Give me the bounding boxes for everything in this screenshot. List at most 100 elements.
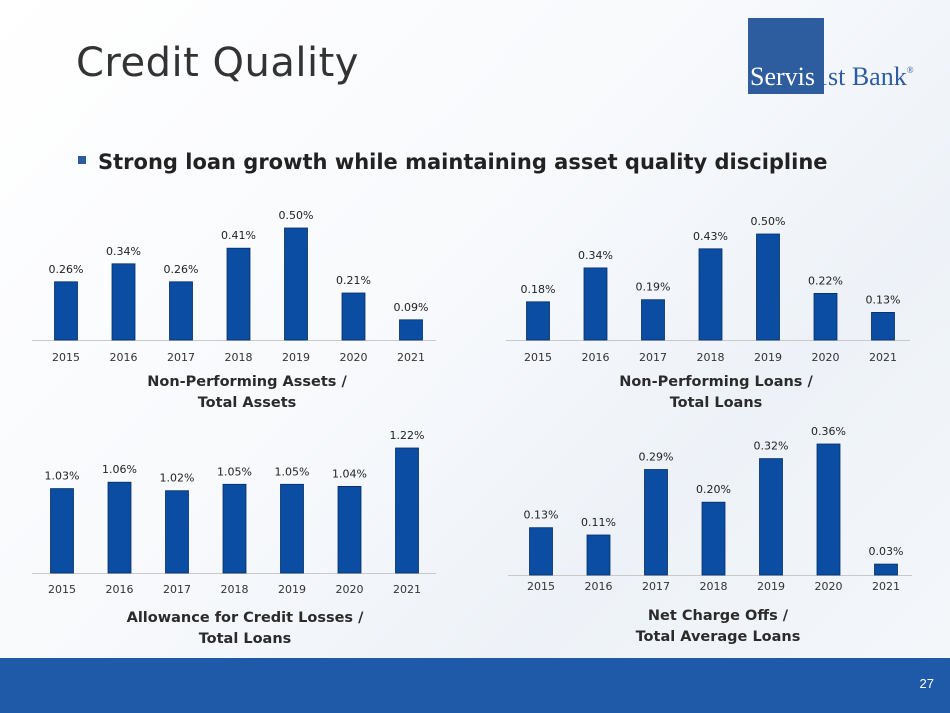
- x-tick-label: 2017: [639, 351, 667, 364]
- data-label: 0.20%: [696, 483, 731, 496]
- logo-text: Servis1st Bank®: [750, 64, 914, 90]
- data-label: 0.50%: [751, 215, 786, 228]
- bar: [813, 292, 838, 341]
- x-tick-label: 2020: [336, 583, 364, 596]
- data-label: 0.36%: [811, 425, 846, 438]
- x-tick-label: 2016: [106, 583, 134, 596]
- bar: [816, 443, 841, 576]
- data-label: 0.13%: [524, 509, 559, 522]
- chart-title: Total Loans: [199, 631, 292, 647]
- bar: [399, 319, 423, 341]
- x-tick-label: 2020: [340, 351, 368, 364]
- data-label: 1.04%: [332, 467, 367, 480]
- x-tick-label: 2018: [225, 351, 253, 364]
- bullet-square-icon: [78, 156, 86, 164]
- x-tick-label: 2019: [278, 583, 306, 596]
- x-tick-label: 2020: [815, 580, 843, 593]
- bar: [107, 481, 132, 574]
- chart-title: Non-Performing Assets /: [147, 374, 347, 390]
- logo-text-part2: 1st Bank: [815, 62, 907, 91]
- data-label: 1.06%: [102, 463, 137, 476]
- bar: [583, 267, 608, 341]
- data-label: 0.19%: [636, 281, 671, 294]
- chart-title: Total Loans: [670, 395, 763, 411]
- bar: [337, 485, 362, 574]
- bar: [529, 527, 553, 576]
- slide-title: Credit Quality: [76, 40, 359, 86]
- bullet-text: Strong loan growth while maintaining ass…: [98, 150, 828, 174]
- page-number: 27: [919, 676, 934, 691]
- bar: [756, 233, 780, 341]
- x-tick-label: 2021: [393, 583, 421, 596]
- data-label: 0.09%: [394, 301, 429, 314]
- bar: [165, 490, 189, 574]
- bar: [701, 501, 726, 576]
- logo-text-part1: Servis: [750, 62, 815, 91]
- data-label: 1.02%: [160, 472, 195, 485]
- x-tick-label: 2019: [754, 351, 782, 364]
- data-label: 1.03%: [45, 470, 80, 483]
- x-tick-label: 2018: [700, 580, 728, 593]
- x-tick-label: 2015: [524, 351, 552, 364]
- chart-title: Total Average Loans: [636, 629, 801, 645]
- bar: [169, 281, 193, 341]
- x-tick-label: 2020: [812, 351, 840, 364]
- x-tick-label: 2016: [110, 351, 138, 364]
- x-tick-label: 2015: [48, 583, 76, 596]
- data-label: 0.32%: [754, 440, 789, 453]
- data-label: 1.22%: [390, 429, 425, 442]
- x-tick-label: 2021: [869, 351, 897, 364]
- data-label: 0.22%: [808, 274, 843, 287]
- chart-title: Total Assets: [198, 395, 297, 411]
- bar: [284, 227, 308, 341]
- data-label: 1.05%: [217, 465, 252, 478]
- x-tick-label: 2017: [642, 580, 670, 593]
- x-tick-label: 2018: [221, 583, 249, 596]
- bar: [280, 483, 304, 574]
- bar: [759, 458, 783, 576]
- x-tick-label: 2017: [167, 351, 195, 364]
- data-label: 0.03%: [869, 545, 904, 558]
- footer-bar: 27: [0, 658, 950, 713]
- data-label: 0.11%: [581, 516, 616, 529]
- x-tick-label: 2018: [697, 351, 725, 364]
- data-label: 0.34%: [106, 245, 141, 258]
- x-tick-label: 2016: [582, 351, 610, 364]
- data-label: 0.13%: [866, 293, 901, 306]
- bar: [641, 299, 665, 341]
- data-label: 0.29%: [639, 451, 674, 464]
- bar: [226, 247, 251, 341]
- bullet-point: Strong loan growth while maintaining ass…: [78, 150, 828, 174]
- bar: [54, 281, 78, 341]
- bar: [50, 488, 74, 574]
- bar: [222, 483, 247, 574]
- chart-title: Net Charge Offs /: [648, 608, 789, 624]
- data-label: 0.18%: [521, 283, 556, 296]
- bar: [111, 263, 136, 341]
- bar: [395, 447, 419, 574]
- bank-logo: Servis1st Bank®: [748, 18, 926, 94]
- chart-title: Allowance for Credit Losses /: [127, 610, 365, 626]
- data-label: 0.26%: [164, 263, 199, 276]
- x-tick-label: 2017: [163, 583, 191, 596]
- data-label: 0.43%: [693, 230, 728, 243]
- bar: [698, 248, 723, 341]
- data-label: 1.05%: [275, 465, 310, 478]
- logo-box: [748, 18, 824, 94]
- x-tick-label: 2016: [585, 580, 613, 593]
- bar: [644, 469, 668, 576]
- data-label: 0.21%: [336, 274, 371, 287]
- data-label: 0.50%: [279, 209, 314, 222]
- bar: [871, 311, 895, 341]
- bar: [874, 563, 898, 576]
- x-tick-label: 2021: [872, 580, 900, 593]
- data-label: 0.34%: [578, 249, 613, 262]
- x-tick-label: 2015: [527, 580, 555, 593]
- bar: [341, 292, 366, 341]
- x-tick-label: 2015: [52, 351, 80, 364]
- x-tick-label: 2021: [397, 351, 425, 364]
- data-label: 0.41%: [221, 229, 256, 242]
- chart-title: Non-Performing Loans /: [619, 374, 813, 390]
- bar: [586, 534, 611, 576]
